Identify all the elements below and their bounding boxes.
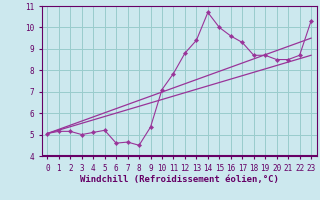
X-axis label: Windchill (Refroidissement éolien,°C): Windchill (Refroidissement éolien,°C): [80, 175, 279, 184]
